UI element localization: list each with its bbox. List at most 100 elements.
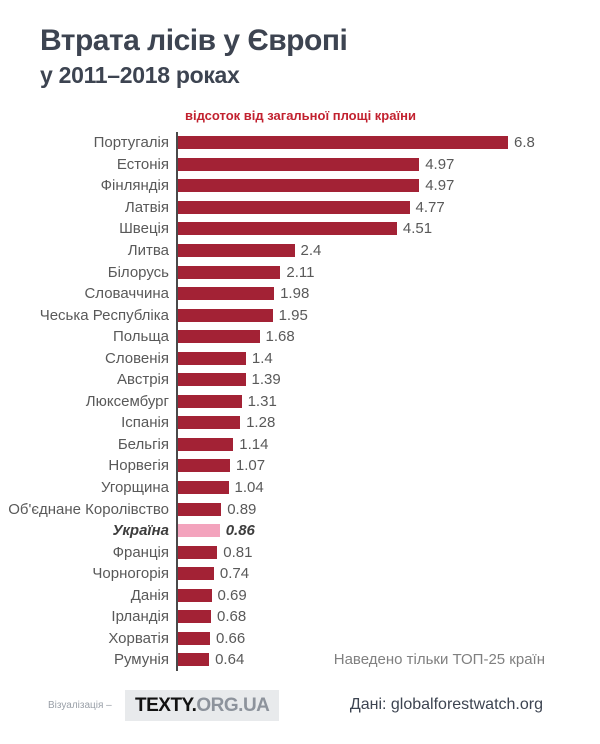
bar-row: Хорватія 0.66 xyxy=(0,627,600,650)
bar xyxy=(178,157,420,171)
bar-area xyxy=(176,584,212,607)
bar-area xyxy=(176,282,275,305)
bar-row: Чеська Республіка 1.95 xyxy=(0,304,600,326)
bar-label: Словенія xyxy=(105,349,169,367)
bar xyxy=(178,459,230,473)
bar xyxy=(178,588,212,602)
bar-area xyxy=(176,196,410,219)
bar-area xyxy=(176,562,214,585)
bar-label: Швеція xyxy=(119,220,169,238)
bar xyxy=(178,567,214,581)
bar-value: 0.69 xyxy=(217,586,247,604)
bar-area xyxy=(176,239,295,262)
footer: Візуалізація – TEXTY. ORG.UA Дані: global… xyxy=(0,690,600,721)
bar xyxy=(178,200,410,214)
bar-row: Швеція 4.51 xyxy=(0,218,600,240)
page-subtitle: у 2011–2018 роках xyxy=(40,62,240,88)
bar-row: Франція 0.81 xyxy=(0,541,600,563)
chart-note: Наведено тільки ТОП-25 країн xyxy=(333,651,545,668)
bar-area xyxy=(176,627,210,650)
bar-area xyxy=(176,132,508,154)
bar-value: 0.89 xyxy=(227,500,257,518)
bar-area xyxy=(176,412,241,434)
header: Втрата лісів у Європі у 2011–2018 роках xyxy=(40,24,348,89)
bar xyxy=(178,136,508,150)
bar-row: Люксембург 1.31 xyxy=(0,390,600,413)
bar-area xyxy=(176,153,420,176)
bar-area xyxy=(176,390,242,413)
bar-row: Естонія 4.97 xyxy=(0,153,600,176)
bar xyxy=(178,222,397,236)
bar-value: 1.14 xyxy=(239,435,269,453)
bar-value: 1.4 xyxy=(251,349,273,367)
bar-row: Норвегія 1.07 xyxy=(0,455,600,477)
bar-label: Естонія xyxy=(116,155,169,173)
bar-value: 4.51 xyxy=(402,220,433,238)
bar-label: Іспанія xyxy=(121,414,169,432)
bar xyxy=(178,373,246,387)
bar-label: Білорусь xyxy=(107,263,169,281)
bar-value: 4.97 xyxy=(425,155,455,173)
bar xyxy=(178,437,234,451)
bar-area xyxy=(176,175,420,197)
bar-label: Люксембург xyxy=(85,392,169,410)
bar-area xyxy=(176,606,211,628)
texty-logo: TEXTY. ORG.UA xyxy=(125,690,280,721)
bar xyxy=(178,653,210,667)
bar xyxy=(178,287,275,301)
bar-value: 1.28 xyxy=(246,414,276,432)
bar-label: Румунія xyxy=(113,651,169,669)
bar-label: Фінляндія xyxy=(100,177,169,195)
bar-row: Іспанія 1.28 xyxy=(0,412,600,434)
bar-value: 1.31 xyxy=(247,392,277,410)
bar-area xyxy=(176,433,234,456)
bar-row: Україна 0.86 xyxy=(0,519,600,542)
bar-chart: Португалія 6.8 Естонія 4.97 Фінляндія 4.… xyxy=(0,132,600,671)
bar-row: Об'єднане Королівство 0.89 xyxy=(0,498,600,520)
bar-value: 1.39 xyxy=(251,371,281,389)
data-source-label: Дані: globalforestwatch.org xyxy=(349,696,543,713)
bar-label: Хорватія xyxy=(108,629,169,647)
viz-credit-label: Візуалізація – xyxy=(48,700,112,711)
bar-value: 4.97 xyxy=(425,177,455,195)
bar-value: 0.86 xyxy=(225,522,255,540)
bar-value: 1.68 xyxy=(265,328,295,346)
bar-label: Об'єднане Королівство xyxy=(8,500,169,518)
bar-row: Чорногорія 0.74 xyxy=(0,562,600,585)
bar-row: Білорусь 2.11 xyxy=(0,261,600,283)
bar-area xyxy=(176,325,260,348)
bar-value: 1.98 xyxy=(280,285,310,303)
bar xyxy=(178,502,222,516)
bar xyxy=(178,244,295,257)
bar-value: 6.8 xyxy=(514,134,535,152)
bar-value: 4.77 xyxy=(415,198,445,216)
bar-label: Латвія xyxy=(124,198,169,216)
bar-value: 1.95 xyxy=(278,306,308,324)
bar-row: Ірландія 0.68 xyxy=(0,606,600,628)
bar xyxy=(178,524,220,538)
bar-row: Латвія 4.77 xyxy=(0,196,600,219)
bar-area xyxy=(176,369,246,391)
bar-row: Словенія 1.4 xyxy=(0,347,600,370)
bar-label: Бельгія xyxy=(117,435,169,453)
bar-value: 2.11 xyxy=(286,263,315,281)
bar xyxy=(178,308,273,322)
bar-area xyxy=(176,455,230,477)
bar xyxy=(178,394,242,408)
bar-row: Данія 0.69 xyxy=(0,584,600,607)
bar xyxy=(178,351,246,365)
bar-label: Ірландія xyxy=(111,608,169,626)
bar-label: Австрія xyxy=(117,371,169,389)
bar xyxy=(178,330,260,344)
bar-area xyxy=(176,649,210,671)
bar xyxy=(178,265,281,279)
bar-row: Бельгія 1.14 xyxy=(0,433,600,456)
bar-area xyxy=(176,347,246,370)
logo-secondary-text: ORG.UA xyxy=(196,694,270,716)
bar-area xyxy=(176,304,273,326)
bar-value: 0.68 xyxy=(217,608,247,626)
bar-label: Польща xyxy=(112,328,169,346)
bar-area xyxy=(176,261,281,283)
bar-area xyxy=(176,476,229,499)
bar-label: Чорногорія xyxy=(92,565,169,583)
